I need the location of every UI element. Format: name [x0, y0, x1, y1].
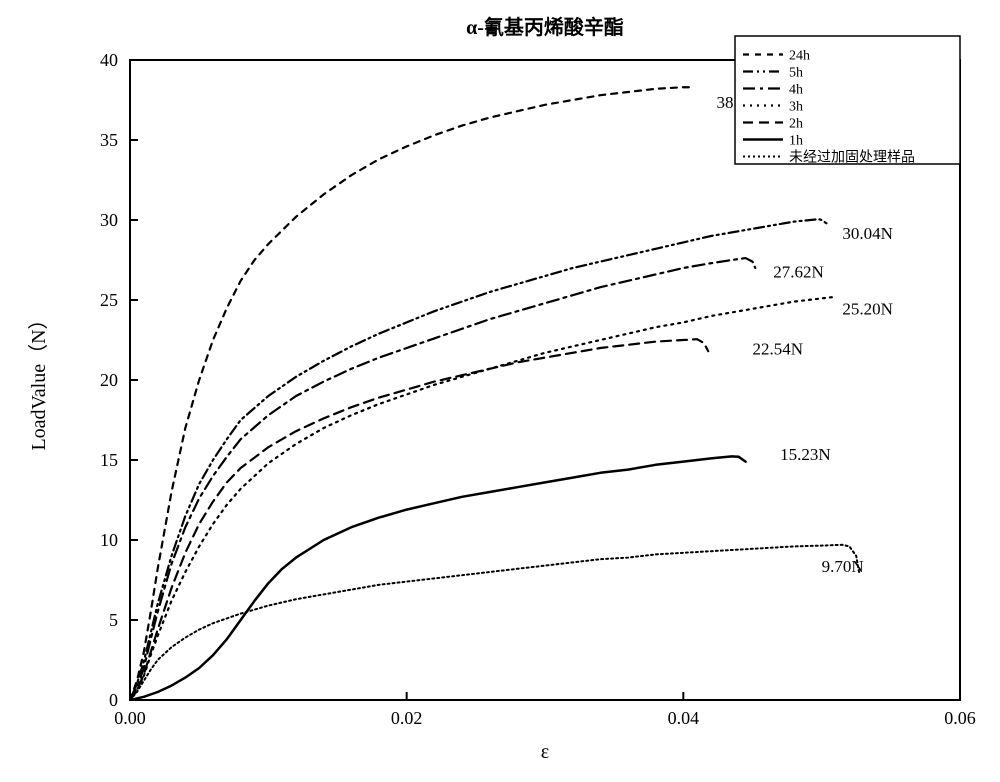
- legend: 24h 5h 4h 3h 2h 1h未经过加固处理样品: [735, 36, 960, 166]
- legend-label: 2h: [789, 117, 803, 132]
- series-endpoint-label: 22.54N: [753, 339, 804, 358]
- x-tick-label: 0.04: [668, 708, 700, 728]
- series-line: [130, 87, 694, 700]
- legend-label: 3h: [789, 100, 803, 115]
- legend-label: 1h: [789, 134, 803, 149]
- legend-label: 未经过加固处理样品: [789, 150, 915, 166]
- legend-label: 4h: [789, 83, 803, 98]
- y-axis-label: LoadValue（N）: [27, 309, 50, 450]
- y-tick-label: 5: [109, 610, 118, 630]
- chart-title: α-氰基丙烯酸辛酯: [466, 15, 624, 39]
- x-tick-label: 0.06: [944, 708, 976, 728]
- x-tick-label: 0.00: [114, 708, 146, 728]
- y-tick-label: 25: [100, 290, 118, 310]
- y-tick-label: 40: [100, 50, 118, 70]
- chart-svg: 0.00 0.02 0.04 0.06 0 5 10 15 20 25 30 35 40 α-氰基丙烯酸辛…: [0, 0, 1000, 782]
- series-line: [130, 339, 708, 700]
- legend-label: 24h: [789, 49, 810, 64]
- chart-container: 0.00 0.02 0.04 0.06 0 5 10 15 20 25 30 35 40 α-氰基丙烯酸辛…: [0, 0, 1000, 782]
- y-tick-label: 20: [100, 370, 118, 390]
- series-line: [130, 297, 836, 700]
- series-endpoint-label: 9.70N: [822, 557, 864, 576]
- series-endpoint-label: 27.62N: [773, 263, 824, 282]
- series-endpoint-label: 25.20N: [842, 299, 893, 318]
- x-axis-label: ε: [541, 741, 549, 763]
- series-endpoint-label: 30.04N: [842, 224, 893, 243]
- legend-label: 5h: [789, 66, 803, 81]
- y-tick-label: 30: [100, 210, 118, 230]
- series-group: [130, 87, 859, 700]
- y-tick-label: 35: [100, 130, 118, 150]
- y-tick-label: 0: [109, 690, 118, 710]
- y-tick-label: 10: [100, 530, 118, 550]
- x-tick-label: 0.02: [391, 708, 423, 728]
- series-line: [130, 258, 755, 700]
- y-tick-label: 15: [100, 450, 118, 470]
- series-endpoint-label: 15.23N: [780, 445, 831, 464]
